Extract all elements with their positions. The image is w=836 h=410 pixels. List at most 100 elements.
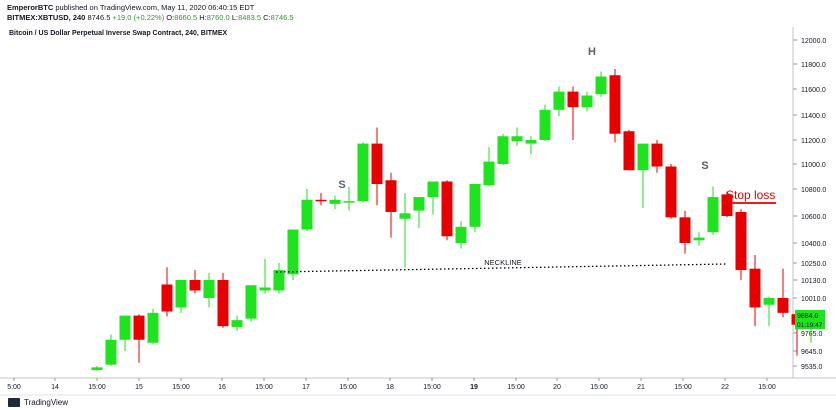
candle-body: [217, 280, 229, 327]
candle-body: [567, 91, 579, 108]
ohlc-high: 8760.0: [206, 13, 230, 22]
x-tick-label: 15:00: [507, 384, 525, 391]
x-tick-label: 20: [553, 384, 561, 391]
ohlc-open: 8660.5: [174, 13, 198, 22]
ohlc-low-label: L:: [231, 13, 239, 22]
candle-body: [371, 143, 383, 184]
y-tick-label: 12000.0: [801, 38, 826, 45]
candle-body: [595, 76, 607, 95]
x-tick-label: 15: [135, 384, 143, 391]
y-tick-label: 10400.0: [801, 241, 826, 248]
candle-body: [777, 298, 789, 313]
candle-body: [329, 199, 341, 204]
y-tick-label: 11600.0: [801, 87, 826, 94]
candle-body: [343, 201, 355, 203]
candle-body: [679, 217, 691, 243]
x-tick-label: 18: [386, 384, 394, 391]
candle-body: [539, 109, 551, 140]
ohlc-high-label: H:: [199, 13, 207, 22]
y-tick-label: 10010.0: [801, 296, 826, 303]
candle-body: [749, 268, 761, 308]
candle-body: [651, 143, 663, 167]
x-tick-label: 22: [721, 384, 729, 391]
x-tick-label: 14: [51, 384, 59, 391]
x-tick-label: 5:00: [7, 384, 21, 391]
candle-body: [273, 270, 285, 291]
candle-body: [315, 199, 327, 202]
author-name[interactable]: EmperorBTC: [7, 3, 54, 12]
x-tick-label: 21: [637, 384, 645, 391]
left-shoulder-label: S: [338, 179, 345, 191]
x-tick-label: 15:00: [339, 384, 357, 391]
candle-body: [91, 367, 103, 371]
candle-body: [231, 320, 243, 327]
x-tick-label: 15:00: [88, 384, 106, 391]
price-label-text: 9884.0: [797, 313, 819, 320]
candle-body: [399, 213, 411, 219]
stop-loss-label: Stop loss: [726, 188, 775, 202]
ohlc-close-label: C:: [263, 13, 271, 22]
x-tick-label: 15:00: [590, 384, 608, 391]
candle-body: [175, 280, 187, 308]
candle-body: [721, 194, 733, 216]
candle-body: [161, 284, 173, 312]
neckline-label: NECKLINE: [484, 258, 522, 267]
candle-body: [105, 339, 117, 365]
y-tick-label: 9645.0: [801, 349, 823, 356]
y-tick-label: 10250.0: [801, 261, 826, 268]
symbol-name: BITMEX:XBTUSD, 240: [7, 13, 86, 22]
y-tick-label: 9535.0: [801, 364, 823, 371]
y-tick-label: 9765.0: [801, 331, 823, 338]
y-tick-label: 11400.0: [801, 113, 826, 120]
price-label-box: [795, 310, 825, 320]
candle-body: [301, 199, 313, 230]
candle-body: [441, 181, 453, 237]
countdown-box: [795, 320, 825, 329]
y-tick-label: 11200.0: [801, 138, 826, 145]
publish-date: published on TradingView.com, May 11, 20…: [55, 3, 255, 12]
candle-body: [525, 140, 537, 144]
candle-body: [469, 184, 481, 227]
price-change: +19.0 (+0.22%): [112, 13, 165, 22]
candle-body: [203, 280, 215, 298]
candle-body: [259, 287, 271, 291]
candle-body: [763, 298, 775, 305]
ohlc-close: 8746.5: [270, 13, 294, 22]
publish-info: EmperorBTC published on TradingView.com,…: [7, 3, 254, 13]
countdown-text: 01:19:47: [797, 322, 823, 329]
x-tick-label: 19: [470, 384, 478, 391]
candle-body: [455, 226, 467, 243]
candle-body: [385, 180, 397, 212]
footer: TradingView: [8, 398, 68, 407]
chart-title: Bitcoin / US Dollar Perpetual Inverse Sw…: [9, 30, 228, 37]
candle-body: [357, 143, 369, 202]
candle-body: [511, 136, 523, 142]
brand-name[interactable]: TradingView: [24, 398, 69, 407]
x-tick-label: 15:00: [674, 384, 692, 391]
ohlc-open-label: O:: [166, 13, 175, 22]
candle-body: [245, 285, 257, 319]
candle-body: [735, 211, 747, 271]
candle-body: [609, 75, 621, 134]
y-tick-label: 10800.0: [801, 187, 826, 194]
candle-body: [287, 229, 299, 275]
y-tick-label: 11800.0: [801, 62, 826, 69]
x-tick-label: 15:00: [758, 384, 776, 391]
tradingview-logo-icon: [8, 398, 20, 407]
candle-body: [707, 197, 719, 233]
y-tick-label: 10130.0: [801, 278, 826, 285]
candle-body: [413, 197, 425, 211]
symbol-info: BITMEX:XBTUSD, 240 8746.5 +19.0 (+0.22%)…: [7, 13, 294, 23]
candle-body: [427, 181, 439, 198]
candle-body: [637, 143, 649, 171]
x-tick-label: 17: [302, 384, 310, 391]
candle-body: [581, 95, 593, 108]
head-label: H: [588, 46, 596, 58]
x-tick-label: 15:00: [423, 384, 441, 391]
candle-body: [189, 280, 201, 291]
right-shoulder-label: S: [701, 160, 708, 172]
candle-body: [693, 237, 705, 241]
candle-body: [497, 136, 509, 164]
x-tick-label: 15:00: [255, 384, 273, 391]
